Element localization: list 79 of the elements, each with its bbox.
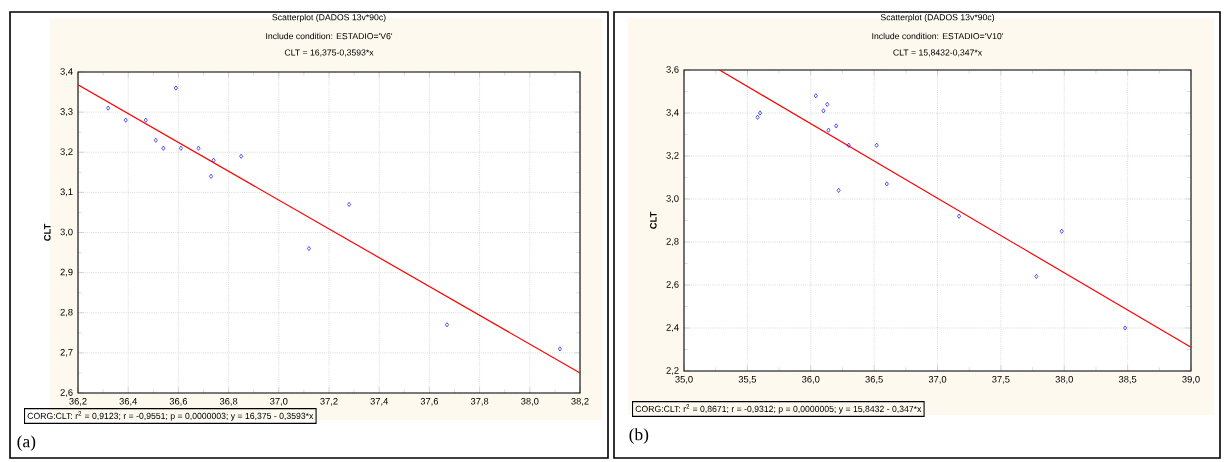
point: [209, 173, 213, 179]
x-tick-label: 35,0: [675, 375, 693, 384]
x-tick-label: 37,8: [470, 397, 489, 406]
point: [347, 201, 352, 207]
chart-subtitle: Include condition: ESTADIO='V10': [872, 32, 1003, 40]
point: [153, 137, 158, 143]
x-tick-label: 37,6: [420, 397, 439, 406]
chart-title: Scatterplot (DADOS 13v*90c): [272, 13, 386, 23]
point: [143, 117, 148, 123]
point: [755, 114, 760, 120]
point: [846, 142, 851, 148]
point: [821, 108, 826, 114]
point: [196, 145, 201, 151]
text: CORG:CLT: r$^{2}$ = 0,8671; r = -0,9312; p = 0,0000005; y = 15,8432 - 0,347*x: [635, 404, 922, 414]
x-tick-label: 36,0: [802, 375, 820, 384]
y-tick-label: 2,6: [666, 281, 679, 289]
y-axis-title: CLT: [650, 211, 657, 229]
x-tick-label: 37,4: [370, 397, 389, 406]
x-tick-label: 38,0: [1055, 375, 1073, 384]
chart-title: Scatterplot (DADOS 13v*90c): [880, 13, 995, 23]
point: [161, 145, 166, 151]
y-tick-label: 3,1: [60, 188, 73, 197]
y-tick-label: 3,2: [60, 148, 73, 157]
point: [825, 101, 830, 107]
y-tick-label: 2,4: [666, 324, 679, 332]
point: [834, 123, 839, 129]
x-tick-label: 36,6: [169, 397, 188, 406]
x-tick-label: 38,2: [571, 397, 589, 406]
x-tick-label: 36,4: [119, 397, 138, 406]
x-tick-label: 37,5: [992, 375, 1010, 384]
y-tick-label: 2,6: [60, 389, 73, 397]
y-tick-label: 3,0: [60, 228, 73, 237]
point: [826, 127, 831, 133]
text: CLT = 16,375-0,3593*x: [284, 49, 374, 57]
x-tick-label: 37,0: [928, 375, 947, 384]
point: [445, 322, 449, 328]
chart-subtitle: Include condition: ESTADIO='V6': [266, 32, 393, 40]
x-tick-label: 37,2: [320, 397, 338, 406]
y-axis-title: CLT: [44, 223, 51, 241]
point: [813, 93, 818, 99]
point: [173, 85, 178, 91]
x-tick-label: 39,0: [1182, 375, 1200, 384]
y-tick-label: 3,2: [666, 152, 679, 160]
point: [1034, 273, 1039, 279]
point: [884, 181, 889, 187]
text: CORG:CLT: r$^{2}$ = 0,9123; r = -0,9551; p = 0,0000003; y = 16,375 - 0,3593*x: [27, 411, 314, 421]
point: [557, 346, 562, 352]
point: [1059, 228, 1064, 234]
point: [836, 187, 841, 193]
y-tick-label: 2,7: [60, 349, 73, 357]
point: [123, 117, 128, 123]
y-tick-label: 3,0: [666, 195, 679, 203]
y-tick-label: 3,6: [666, 66, 679, 74]
text: (b): [629, 428, 649, 444]
y-tick-label: 3,4: [666, 109, 679, 117]
y-tick-label: 2,8: [60, 308, 73, 317]
point: [874, 142, 879, 148]
point: [211, 157, 216, 163]
y-tick-label: 2,8: [666, 238, 679, 246]
x-tick-label: 38,0: [521, 397, 539, 406]
text: (a): [17, 435, 36, 451]
point: [178, 145, 183, 151]
x-tick-label: 36,5: [865, 375, 883, 384]
x-tick-label: 36,8: [219, 397, 238, 406]
point: [239, 153, 244, 159]
x-tick-label: 36,2: [69, 397, 87, 406]
point: [106, 105, 111, 111]
y-tick-label: 3,3: [60, 108, 73, 116]
x-tick-label: 38,5: [1118, 375, 1137, 384]
x-tick-label: 35,5: [738, 375, 757, 384]
point: [1123, 325, 1128, 331]
y-tick-label: 2,2: [666, 367, 679, 375]
point: [758, 110, 762, 116]
x-tick-label: 37,0: [270, 397, 288, 406]
text: CLT = 15,8432-0,347*x: [893, 49, 982, 57]
y-tick-label: 2,9: [60, 268, 73, 277]
point: [957, 213, 961, 219]
y-tick-label: 3,4: [60, 68, 73, 76]
point: [306, 246, 311, 252]
